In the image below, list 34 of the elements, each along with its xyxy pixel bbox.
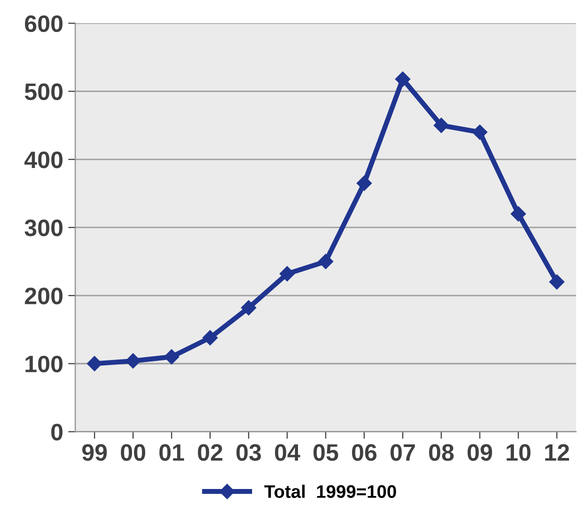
x-tick-label: 00 — [120, 444, 146, 461]
y-tick-label: 100 — [26, 356, 62, 372]
point — [510, 206, 526, 222]
x-tick-label: 01 — [159, 444, 184, 461]
x-tick-label: 02 — [198, 444, 222, 461]
x-tick-label: 07 — [390, 444, 415, 461]
point — [164, 349, 180, 364]
legend-label: Total 1999=100 — [264, 484, 396, 498]
x-tick-label: 08 — [429, 444, 454, 461]
point — [549, 274, 564, 290]
y-tick-label: 600 — [24, 15, 62, 32]
x-tick-label: 12 — [545, 444, 570, 461]
x-tick-label: 99 — [82, 444, 107, 461]
point — [125, 353, 141, 368]
x-tick-label: 04 — [274, 444, 300, 461]
y-tick-label: 500 — [24, 83, 62, 100]
point — [241, 300, 256, 316]
x-tick-label: 09 — [468, 444, 492, 461]
y-tick-label: 0 — [51, 424, 62, 440]
x-tick-label: 06 — [352, 444, 376, 461]
y-tick-label: 200 — [24, 288, 62, 304]
point — [356, 176, 372, 191]
x-tick-label: 03 — [236, 444, 261, 461]
point — [280, 266, 295, 282]
y-tick-label: 300 — [24, 220, 62, 236]
x-tick-label: 05 — [313, 444, 338, 461]
point — [395, 72, 410, 87]
y-tick-label: 400 — [24, 151, 62, 168]
point — [86, 356, 102, 372]
point — [202, 330, 218, 346]
point — [318, 254, 334, 270]
point — [434, 118, 449, 133]
point — [472, 124, 488, 140]
x-tick-label: 10 — [506, 444, 530, 461]
